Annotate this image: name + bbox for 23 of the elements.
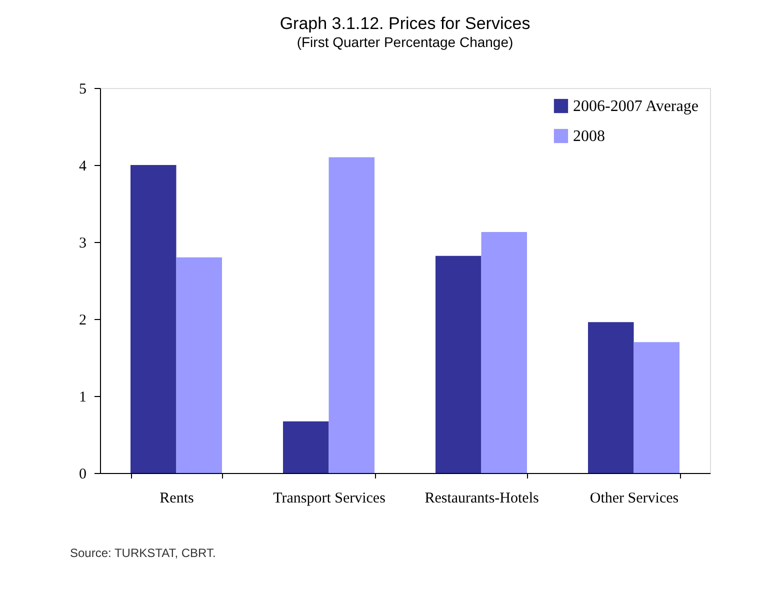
chart-title: Graph 3.1.12. Prices for Services bbox=[280, 14, 530, 33]
x-tick-label: Transport Services bbox=[273, 490, 386, 506]
chart-subtitle: (First Quarter Percentage Change) bbox=[296, 34, 514, 50]
source-note: Source: TURKSTAT, CBRT. bbox=[70, 546, 216, 560]
bar bbox=[436, 256, 482, 473]
bar bbox=[328, 157, 374, 473]
bar bbox=[283, 421, 329, 473]
x-tick-label: Other Services bbox=[590, 490, 679, 506]
x-tick-label: Restaurants-Hotels bbox=[424, 490, 539, 506]
legend-label: 2006-2007 Average bbox=[573, 98, 698, 115]
legend-label: 2008 bbox=[573, 128, 605, 145]
bar bbox=[176, 257, 222, 473]
y-tick-label: 0 bbox=[79, 466, 86, 482]
x-tick-label: Rents bbox=[160, 490, 194, 506]
y-tick-label: 2 bbox=[79, 312, 86, 328]
y-tick-label: 1 bbox=[79, 390, 86, 406]
bar bbox=[634, 342, 680, 473]
y-tick-label: 3 bbox=[79, 236, 86, 252]
y-tick-label: 5 bbox=[79, 82, 86, 98]
bar bbox=[588, 322, 634, 473]
bar bbox=[481, 232, 527, 473]
bar bbox=[130, 165, 176, 473]
y-tick-label: 4 bbox=[79, 158, 87, 174]
